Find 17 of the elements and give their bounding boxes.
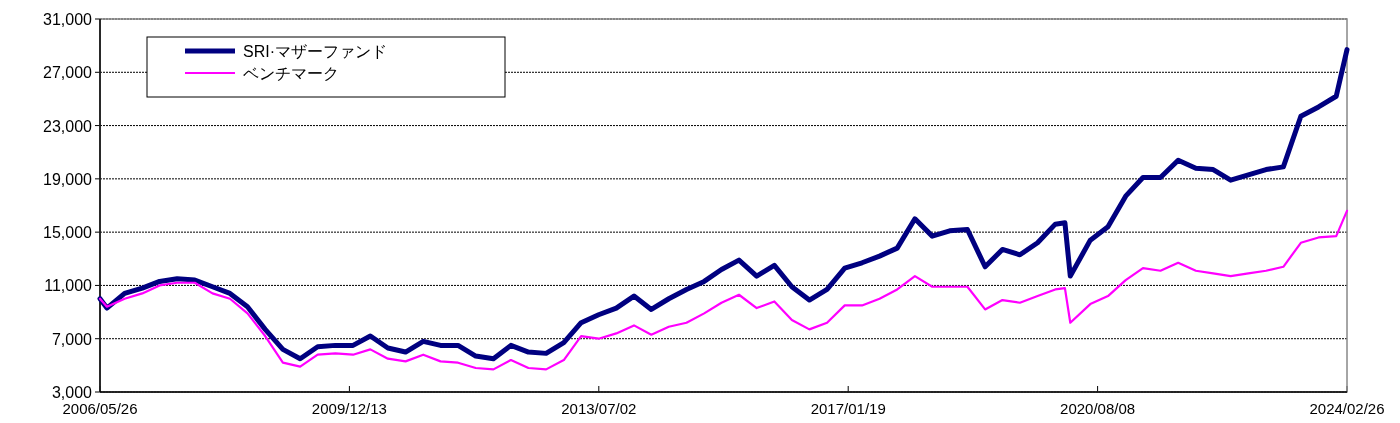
- x-tick-label: 2006/05/26: [62, 400, 138, 417]
- x-tick-label: 2024/02/26: [1309, 400, 1385, 417]
- legend-label: ベンチマーク: [243, 65, 339, 82]
- line-series: [98, 209, 1349, 371]
- y-tick-label: 19,000: [43, 170, 93, 188]
- x-tick-label: 2020/08/08: [1060, 400, 1136, 417]
- x-tick-label: 2013/07/02: [561, 400, 637, 417]
- y-tick-label: 7,000: [51, 330, 93, 348]
- y-tick-label: 3,000: [51, 384, 93, 401]
- y-tick-label: 15,000: [43, 224, 93, 242]
- y-tick-label: 11,000: [44, 277, 93, 295]
- x-tick-label: 2017/01/19: [810, 400, 886, 417]
- y-tick-label: 23,000: [43, 117, 93, 135]
- y-tick-label: 31,000: [43, 11, 93, 28]
- y-tick-label: 27,000: [43, 64, 93, 82]
- legend-label: SRI·マザーファンド: [243, 43, 387, 60]
- x-tick-label: 2009/12/13: [311, 400, 387, 417]
